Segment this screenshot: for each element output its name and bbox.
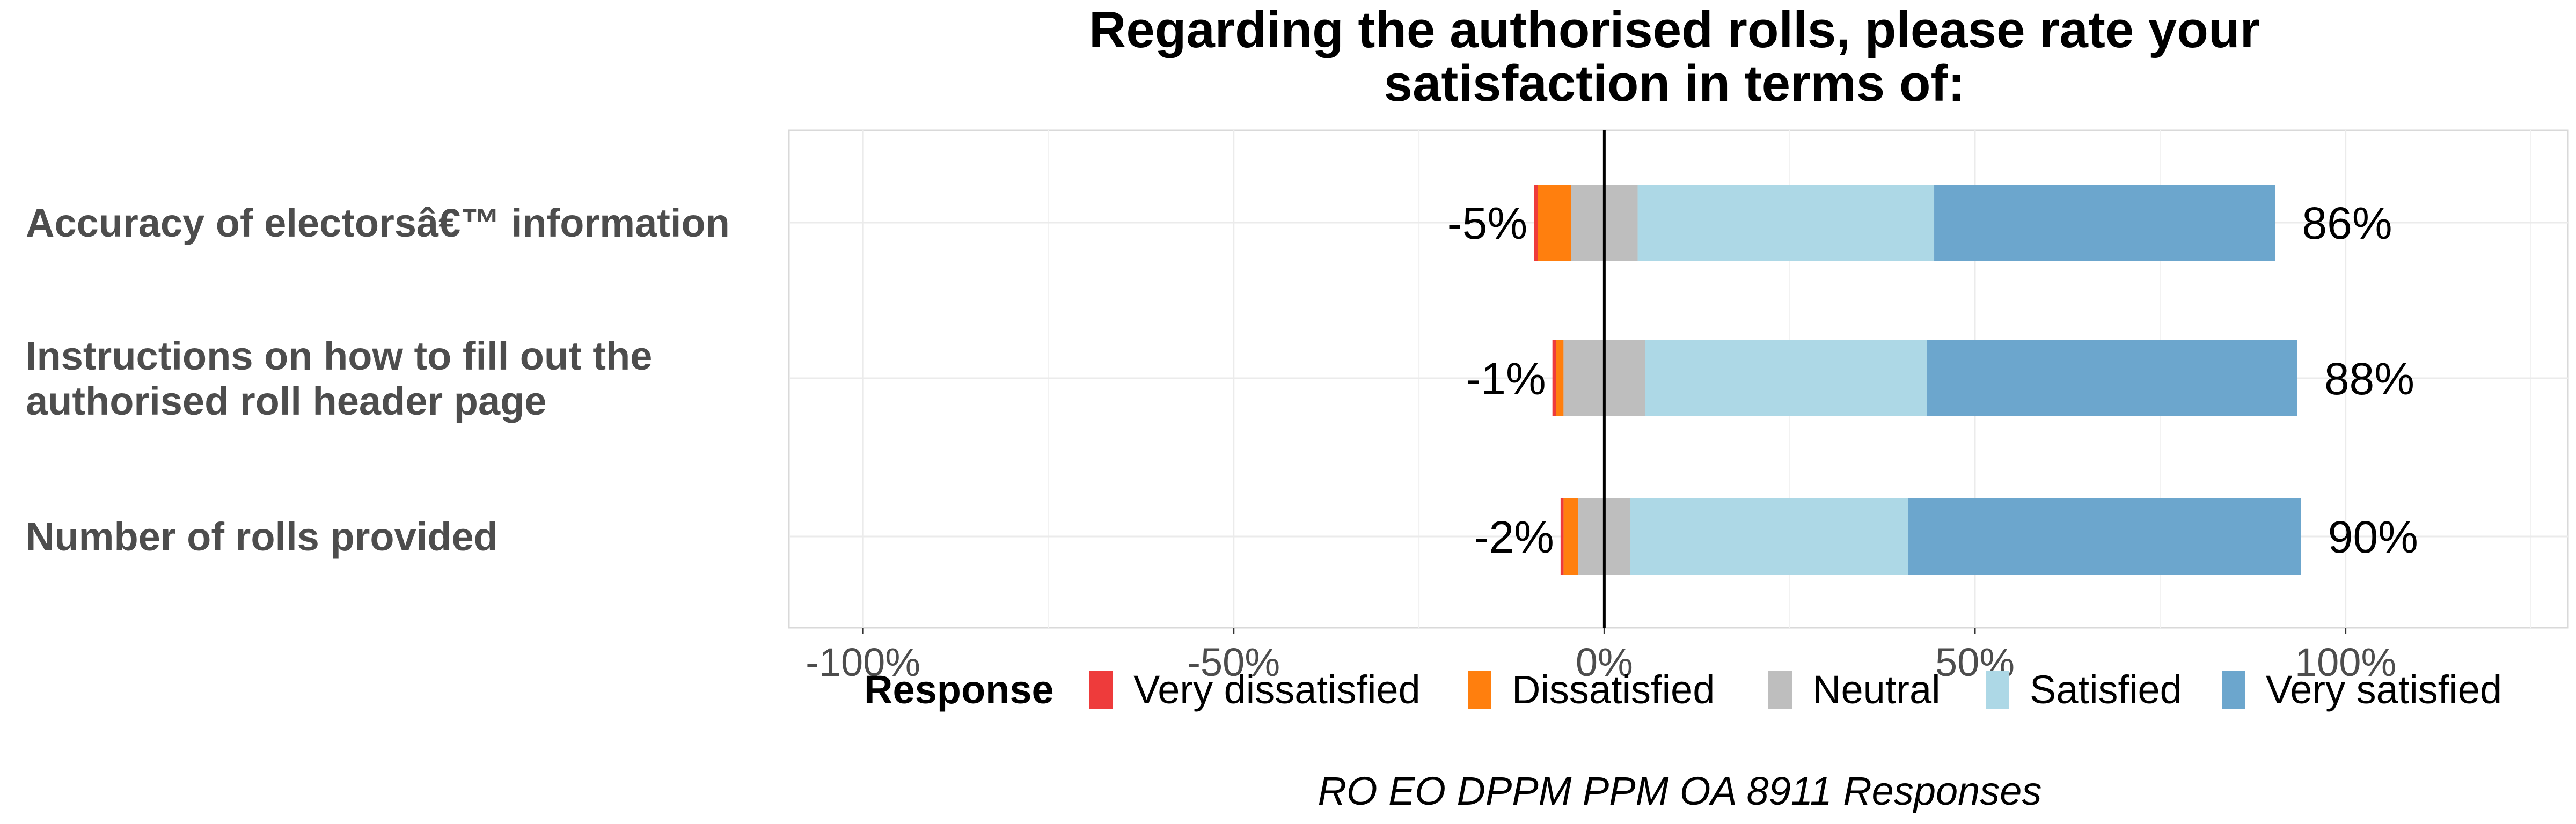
plot-panel: -5% 86% -1% 88% -2% 90% xyxy=(788,129,2569,629)
negative-share-label: -1% xyxy=(1466,354,1546,404)
chart-title: Regarding the authorised rolls, please r… xyxy=(1089,1,2260,112)
positive-share-label: 88% xyxy=(2324,354,2414,404)
category-label: Number of rolls provided xyxy=(26,514,498,559)
legend-label: Dissatisfied xyxy=(1512,667,1715,712)
positive-share-label: 86% xyxy=(2302,198,2392,248)
legend-key xyxy=(1089,671,1113,709)
bar-dissatisfied xyxy=(1563,498,1579,575)
legend-label: Very dissatisfied xyxy=(1133,667,1421,712)
bar-satisfied xyxy=(1637,185,1935,261)
x-tick-label: -100% xyxy=(806,640,920,685)
legend-label: Satisfied xyxy=(2030,667,2182,712)
category-labels: Accuracy of electorsâ€™ information Instr… xyxy=(26,201,730,559)
chart-caption: RO EO DPPM PPM OA 8911 Responses xyxy=(1318,769,2042,813)
legend-title: Response xyxy=(864,667,1054,712)
category-label: Instructions on how to fill out the autho… xyxy=(26,334,652,423)
x-tick-label: -50% xyxy=(1187,640,1280,685)
chart-title-line: satisfaction in terms of: xyxy=(1384,55,1965,112)
x-tick-label: 0% xyxy=(1576,640,1633,685)
x-tick-label: 100% xyxy=(2295,640,2396,685)
bar-dissatisfied xyxy=(1556,340,1564,416)
positive-share-label: 90% xyxy=(2328,512,2418,562)
category-label-line: Instructions on how to fill out the xyxy=(26,334,652,378)
bar-dissatisfied xyxy=(1538,185,1571,261)
category-label-line: authorised roll header page xyxy=(26,379,546,423)
legend-key xyxy=(1768,671,1792,709)
negative-share-label: -2% xyxy=(1474,512,1554,562)
x-axis: -100% -50% 0% 50% 100% xyxy=(806,628,2396,685)
bar-very-dissatisfied xyxy=(1552,340,1556,416)
category-label-line: Accuracy of electorsâ€™ information xyxy=(26,201,730,245)
bar-very-satisfied xyxy=(1927,340,2297,416)
bar-satisfied xyxy=(1630,498,1908,575)
bar-satisfied xyxy=(1645,340,1927,416)
legend-key xyxy=(1986,671,2009,709)
legend: Response Very dissatisfied Dissatisfied Neu… xyxy=(864,667,2502,712)
category-label: Accuracy of electorsâ€™ information xyxy=(26,201,730,245)
category-label-line: Number of rolls provided xyxy=(26,514,498,559)
legend-key xyxy=(2222,671,2245,709)
legend-label: Very satisfied xyxy=(2266,667,2502,712)
legend-key xyxy=(1468,671,1491,709)
legend-label: Neutral xyxy=(1812,667,1941,712)
chart-title-line: Regarding the authorised rolls, please r… xyxy=(1089,1,2260,58)
bar-very-dissatisfied xyxy=(1560,498,1564,575)
bar-very-dissatisfied xyxy=(1534,185,1538,261)
bar-very-satisfied xyxy=(1908,498,2301,575)
bar-very-satisfied xyxy=(1934,185,2275,261)
negative-share-label: -5% xyxy=(1447,198,1527,248)
